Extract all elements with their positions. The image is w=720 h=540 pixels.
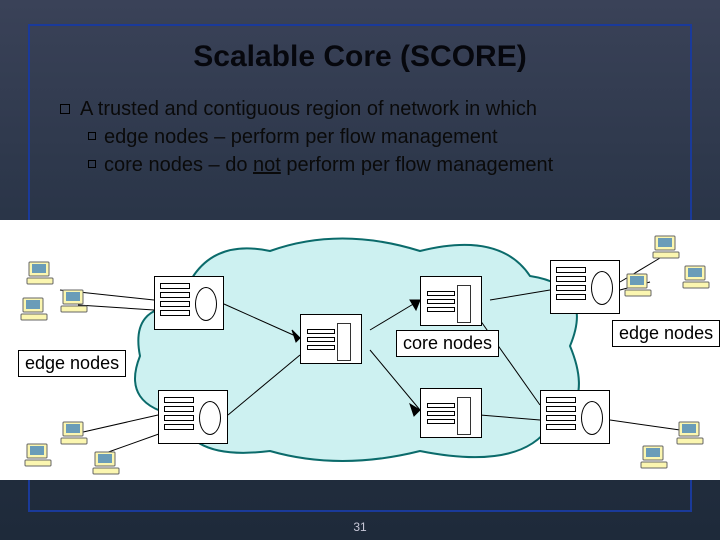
edge-router [540,390,610,444]
host-icon [640,444,668,470]
edge-router [154,276,224,330]
label-edge-left: edge nodes [18,350,126,377]
bullet-icon [88,160,96,168]
edge-router [158,390,228,444]
host-icon [92,450,120,476]
host-icon [682,264,710,290]
bullet-icon [60,104,70,114]
core-router [420,388,482,438]
bullet-text: core nodes – do not perform per flow man… [104,152,553,178]
core-router [300,314,362,364]
label-core: core nodes [396,330,499,357]
label-edge-right: edge nodes [612,320,720,347]
edge-router [550,260,620,314]
host-icon [20,296,48,322]
page-number: 31 [0,520,720,534]
host-icon [624,272,652,298]
host-icon [24,442,52,468]
bullet-text: A trusted and contiguous region of netwo… [80,96,537,122]
host-icon [652,234,680,260]
host-icon [60,288,88,314]
bullet-list: A trusted and contiguous region of netwo… [60,96,670,178]
bullet-text: edge nodes – perform per flow management [104,124,498,150]
host-icon [60,420,88,446]
network-diagram: edge nodes core nodes edge nodes [0,220,720,480]
host-icon [26,260,54,286]
core-router [420,276,482,326]
slide-title: Scalable Core (SCORE) [0,40,720,74]
bullet-icon [88,132,96,140]
host-icon [676,420,704,446]
